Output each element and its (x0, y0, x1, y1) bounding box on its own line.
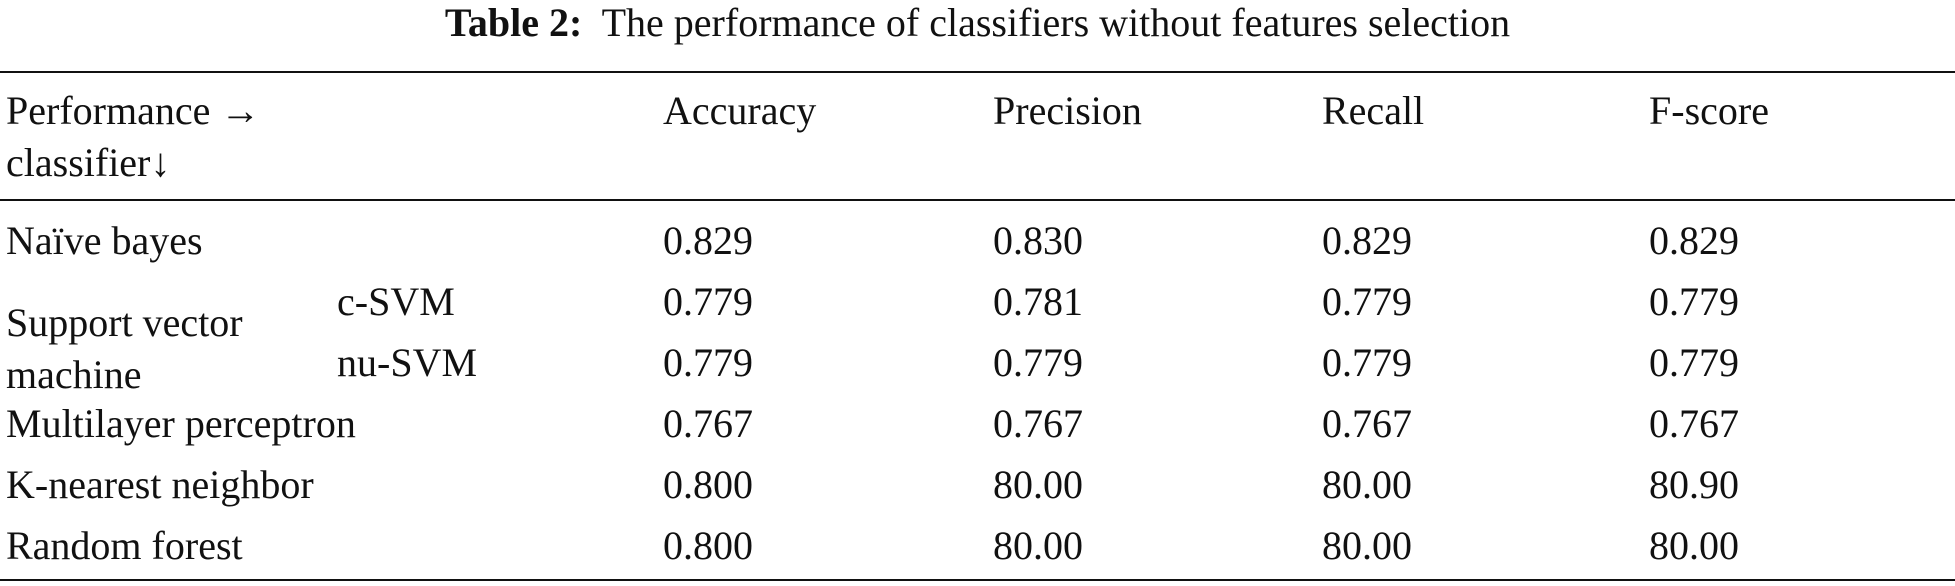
header-corner: classifier↓ (6, 140, 171, 185)
cell: 0.767 (1649, 401, 1739, 446)
header-corner: Performance → (6, 88, 261, 133)
cell: 0.829 (663, 218, 753, 263)
row-label: Random forest (6, 523, 243, 568)
top-rule (0, 71, 1955, 73)
caption-text: The performance of classifiers without f… (601, 0, 1511, 45)
cell: 0.779 (1322, 279, 1412, 324)
row-variant: c-SVM (337, 279, 455, 324)
bottom-rule (0, 579, 1955, 581)
cell: 0.830 (993, 218, 1083, 263)
column-header: F-score (1649, 88, 1769, 133)
cell: 0.767 (993, 401, 1083, 446)
cell: 0.781 (993, 279, 1083, 324)
cell: 0.800 (663, 523, 753, 568)
cell: 80.00 (1322, 462, 1412, 507)
cell: 80.00 (993, 462, 1083, 507)
cell: 0.779 (1649, 340, 1739, 385)
row-label: Support vector machine (6, 300, 243, 397)
caption-label: Table 2: (444, 0, 583, 45)
cell: 0.779 (663, 340, 753, 385)
cell: 80.00 (993, 523, 1083, 568)
cell: 80.00 (1649, 523, 1739, 568)
row-label: K-nearest neighbor (6, 462, 314, 507)
cell: 0.779 (1649, 279, 1739, 324)
column-header: Precision (993, 88, 1142, 133)
row-label: Multilayer perceptron (6, 401, 356, 446)
caption: Table 2: The performance of classifiers … (0, 0, 1955, 46)
cell: 80.90 (1649, 462, 1739, 507)
cell: 0.779 (663, 279, 753, 324)
column-header: Recall (1322, 88, 1425, 133)
column-header: Accuracy (663, 88, 817, 133)
row-label: Naïve bayes (6, 218, 203, 263)
cell: 0.779 (1322, 340, 1412, 385)
cell: 0.829 (1322, 218, 1412, 263)
cell: 0.767 (663, 401, 753, 446)
cell: 0.800 (663, 462, 753, 507)
cell: 0.767 (1322, 401, 1412, 446)
cell: 0.829 (1649, 218, 1739, 263)
row-variant: nu-SVM (337, 340, 478, 385)
cell: 0.779 (993, 340, 1083, 385)
header-rule (0, 199, 1955, 201)
cell: 80.00 (1322, 523, 1412, 568)
